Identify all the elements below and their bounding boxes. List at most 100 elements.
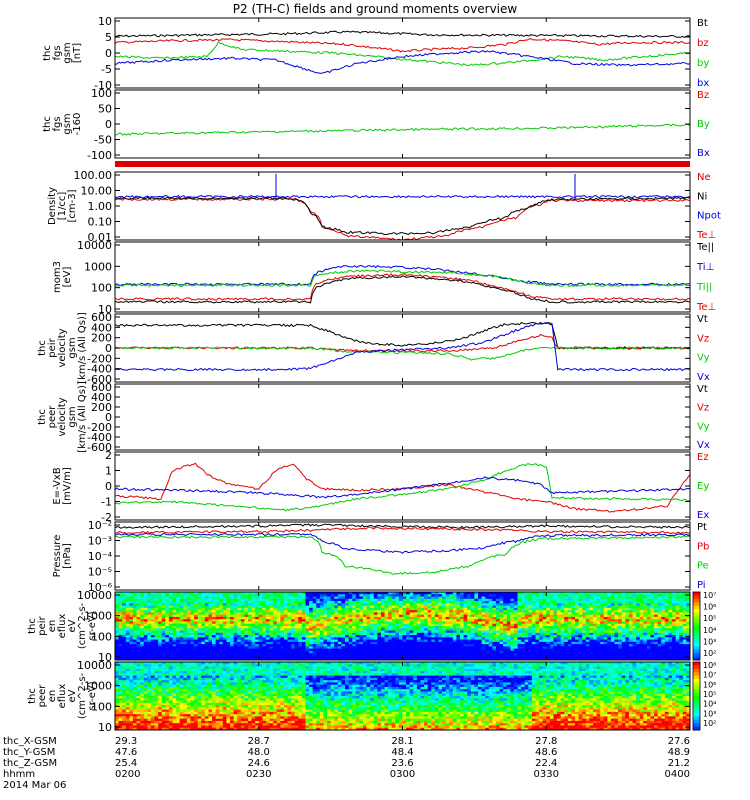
heat-cell (492, 596, 497, 600)
heat-cell (276, 619, 281, 622)
heat-cell (352, 601, 357, 604)
heat-cell (546, 592, 551, 595)
heat-cell (140, 653, 145, 656)
heat-cell (474, 621, 479, 625)
heat-cell (380, 623, 386, 627)
heat-cell (449, 598, 454, 602)
heat-cell (230, 598, 235, 602)
heat-cell (503, 637, 508, 641)
heat-cell (283, 603, 288, 607)
heat-cell (240, 639, 245, 643)
heat-cell (589, 621, 594, 625)
heat-cell (460, 621, 465, 625)
heat-cell (643, 592, 648, 595)
heat-cell (424, 607, 429, 611)
heat-cell (384, 628, 389, 632)
heat-cell (122, 603, 127, 607)
heat-cell (600, 596, 605, 600)
heat-cell (668, 594, 673, 598)
heat-cell (312, 641, 317, 645)
heat-cell (337, 628, 342, 632)
heat-cell (122, 612, 127, 616)
heat-cell (470, 635, 475, 638)
heat-cell (409, 637, 414, 641)
heat-cell (682, 616, 687, 620)
heat-cell (679, 632, 684, 636)
heat-cell (258, 646, 263, 650)
heat-cell (370, 614, 375, 618)
heat-cell (219, 632, 224, 636)
heat-cell (488, 592, 493, 595)
heat-cell (542, 641, 547, 645)
heat-cell (158, 646, 163, 650)
heat-cell (132, 639, 138, 643)
heat-cell (600, 639, 605, 643)
heat-cell (460, 592, 465, 595)
heat-cell (592, 607, 598, 611)
heat-cell (521, 637, 526, 641)
heat-cell (621, 635, 626, 638)
heat-cell (172, 621, 177, 625)
heat-cell (186, 607, 191, 611)
heat-cell (154, 653, 159, 656)
heat-cell (557, 603, 562, 607)
legend-entry: by (697, 58, 709, 69)
heat-cell (280, 607, 285, 611)
heat-cell (416, 612, 421, 616)
heat-cell (212, 594, 217, 598)
heat-cell (132, 616, 138, 620)
heat-cell (204, 628, 209, 632)
heat-cell (571, 612, 576, 616)
heat-cell (603, 628, 608, 632)
heat-cell (240, 650, 245, 654)
heat-cell (395, 603, 400, 607)
heat-cell (355, 632, 360, 636)
heat-cell (664, 596, 669, 600)
heat-cell (481, 612, 486, 616)
heat-cell (585, 603, 590, 607)
heat-cell (506, 596, 511, 600)
heat-cell (373, 630, 378, 634)
heat-cell (298, 612, 303, 616)
heat-cell (251, 630, 256, 634)
heat-cell (276, 630, 281, 634)
heat-cell (334, 644, 339, 647)
heat-cell (251, 632, 256, 636)
heat-cell (621, 616, 626, 620)
heat-cell (122, 601, 127, 604)
heat-cell (366, 650, 371, 654)
heat-cell (154, 612, 159, 616)
heat-cell (434, 614, 439, 618)
heat-cell (686, 646, 691, 650)
heat-cell (434, 598, 439, 602)
heat-cell (373, 628, 378, 632)
heat-cell (646, 596, 651, 600)
heat-cell (172, 596, 177, 600)
heat-cell (539, 650, 544, 654)
heat-cell (377, 603, 382, 607)
heat-cell (420, 610, 425, 613)
heat-cell (542, 650, 547, 654)
heat-cell (470, 632, 475, 636)
heat-cell (596, 626, 601, 629)
heat-cell (567, 592, 572, 595)
heat-cell (366, 605, 371, 609)
heat-cell (438, 592, 443, 595)
heat-cell (255, 637, 260, 641)
heat-cell (395, 639, 400, 643)
heat-cell (567, 614, 572, 618)
heat-cell (467, 646, 472, 650)
heat-cell (589, 650, 594, 654)
heat-cell (639, 630, 644, 634)
heat-cell (614, 646, 619, 650)
heat-cell (262, 596, 267, 600)
heat-cell (628, 612, 633, 616)
heat-cell (312, 635, 317, 638)
heat-cell (531, 603, 536, 607)
heat-cell (477, 592, 483, 595)
heat-cell (168, 635, 173, 638)
heat-cell (499, 598, 504, 602)
heat-cell (460, 612, 465, 616)
heat-cell (330, 648, 335, 652)
heat-cell (230, 607, 235, 611)
